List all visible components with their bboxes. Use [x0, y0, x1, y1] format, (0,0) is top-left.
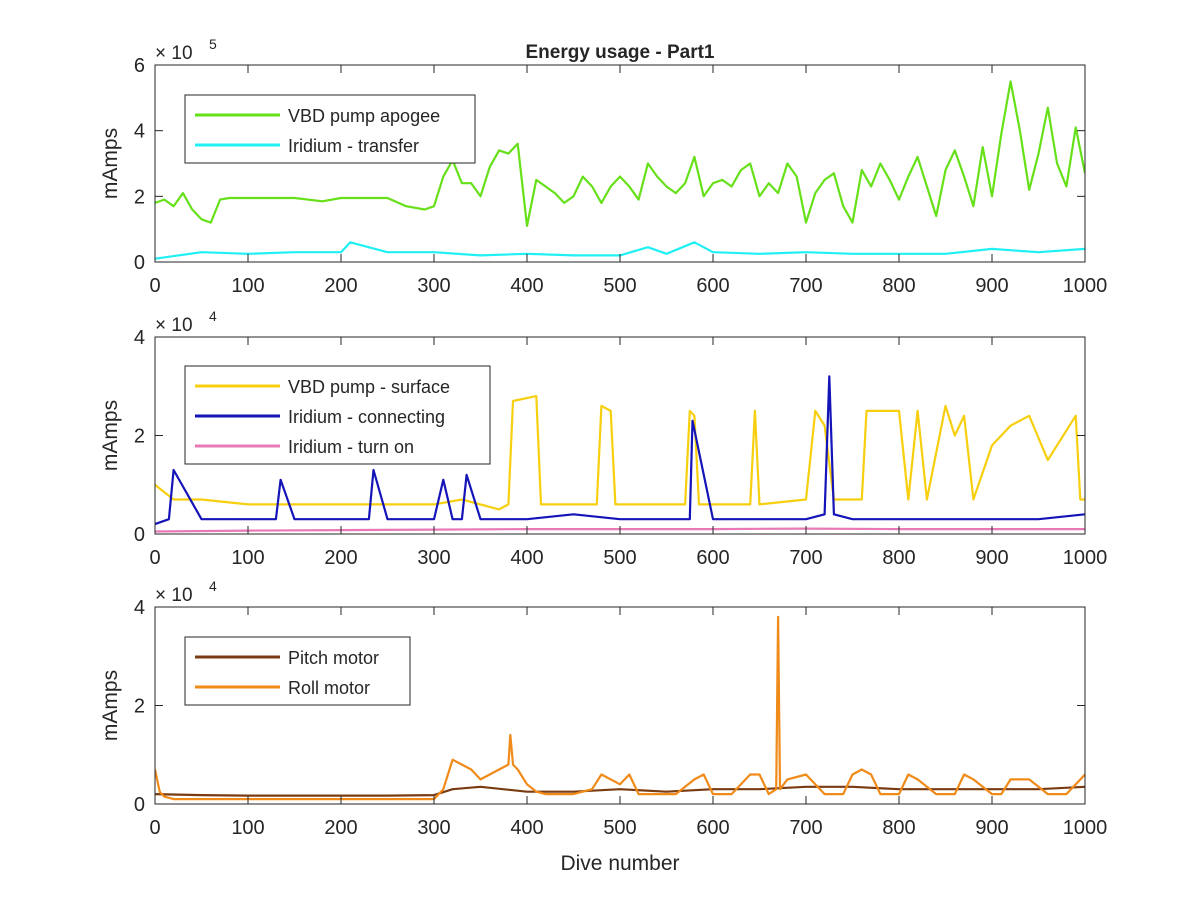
legend-label: VBD pump - surface [288, 377, 450, 397]
y-tick-label: 6 [134, 55, 145, 77]
x-tick-label: 800 [882, 275, 915, 297]
x-tick-label: 0 [149, 275, 160, 297]
x-tick-label: 700 [789, 547, 822, 569]
x-tick-label: 400 [510, 817, 543, 839]
series-line-pitch-motor [155, 785, 1085, 797]
x-tick-label: 200 [324, 817, 357, 839]
figure-title: Energy usage - Part1 [525, 42, 714, 63]
x-tick-label: 0 [149, 547, 160, 569]
x-tick-label: 1000 [1063, 275, 1108, 297]
x-tick-label: 700 [789, 275, 822, 297]
subplot-2: 0 100 200 300 400 500 600 700 800 900 1000 0 2 4 × 10 4… [99, 308, 1107, 569]
y-tick-label: 4 [134, 327, 145, 349]
series-line-iridium-connecting [155, 375, 1085, 526]
y-tick-label: 4 [134, 121, 145, 143]
exponent-power: 5 [209, 36, 217, 52]
y-axis-label: mAmps [99, 400, 122, 471]
x-tick-label: 200 [324, 547, 357, 569]
x-tick-label: 300 [417, 275, 450, 297]
legend: VBD pump apogee Iridium - transfer [184, 94, 476, 164]
x-tick-label: 900 [975, 817, 1008, 839]
legend: Pitch motor Roll motor [184, 636, 411, 706]
x-tick-label: 0 [149, 817, 160, 839]
x-tick-label: 500 [603, 547, 636, 569]
x-tick-label: 1000 [1063, 817, 1108, 839]
series-line-vbd-pump-surface [155, 395, 1085, 511]
series-line-vbd-pump-apogee [155, 80, 1085, 227]
x-tick-label: 200 [324, 275, 357, 297]
x-tick-label: 300 [417, 817, 450, 839]
x-tick-label: 500 [603, 817, 636, 839]
series-line-roll-motor [155, 615, 1085, 801]
legend-box [184, 94, 476, 164]
exponent-label: × 10 [155, 585, 193, 606]
x-tick-label: 600 [696, 275, 729, 297]
x-tick-label: 1000 [1063, 547, 1108, 569]
y-tick-label: 4 [134, 597, 145, 619]
x-tick-label: 700 [789, 817, 822, 839]
exponent-power: 4 [209, 578, 217, 594]
legend: VBD pump - surface Iridium - connecting Ir… [184, 365, 491, 465]
x-tick-label: 500 [603, 275, 636, 297]
subplot-1: 0 100 200 300 400 500 600 700 800 900 1000 0 2 4 6 × 10… [99, 36, 1107, 297]
x-tick-label: 100 [231, 275, 264, 297]
figure-xlabel: Dive number [560, 852, 679, 875]
y-tick-label: 0 [134, 252, 145, 274]
series-line-iridium-transfer [155, 241, 1085, 260]
y-tick-label: 0 [134, 524, 145, 546]
legend-label: Iridium - turn on [288, 437, 414, 457]
legend-label: Roll motor [288, 678, 370, 698]
exponent-power: 4 [209, 308, 217, 324]
x-tick-label: 600 [696, 547, 729, 569]
x-tick-label: 600 [696, 817, 729, 839]
legend-label: VBD pump apogee [288, 106, 440, 126]
x-tick-label: 300 [417, 547, 450, 569]
y-tick-label: 0 [134, 794, 145, 816]
x-tick-label: 100 [231, 547, 264, 569]
x-tick-label: 800 [882, 547, 915, 569]
x-tick-label: 100 [231, 817, 264, 839]
y-tick-label: 2 [134, 186, 145, 208]
legend-label: Pitch motor [288, 648, 379, 668]
x-tick-label: 400 [510, 547, 543, 569]
x-tick-label: 400 [510, 275, 543, 297]
y-tick-label: 2 [134, 426, 145, 448]
legend-label: Iridium - transfer [288, 136, 419, 156]
x-tick-label: 800 [882, 817, 915, 839]
legend-label: Iridium - connecting [288, 407, 445, 427]
x-tick-label: 900 [975, 547, 1008, 569]
y-axis-label: mAmps [99, 128, 122, 199]
y-axis-label: mAmps [99, 670, 122, 741]
y-tick-label: 2 [134, 696, 145, 718]
exponent-label: × 10 [155, 43, 193, 64]
exponent-label: × 10 [155, 315, 193, 336]
x-tick-label: 900 [975, 275, 1008, 297]
subplot-3: 0 100 200 300 400 500 600 700 800 900 1000 0 2 4 × 10 4… [99, 578, 1107, 839]
legend-box [184, 636, 411, 706]
